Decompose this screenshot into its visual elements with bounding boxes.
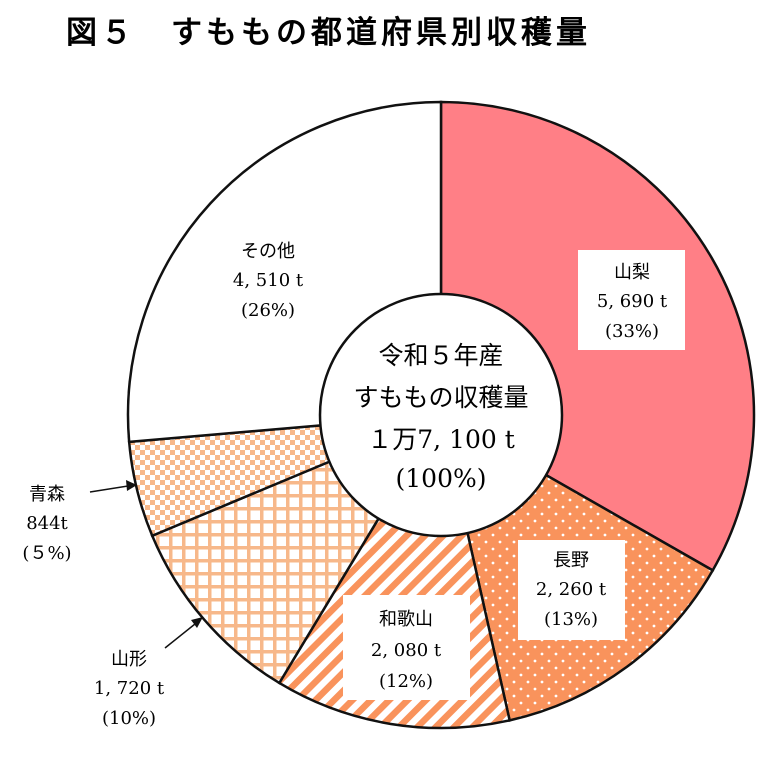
slice-name-aomori: 青森 [29,484,65,505]
slice-labels: 山梨 5, 690 t (33%) 長野 2, 260 t (13%) 和歌山 … [22,241,667,729]
slice-name-yamagata: 山形 [111,649,147,670]
leader-arrow-yamagata [164,617,203,649]
slice-value-wakayama: 2, 080 t [371,640,442,661]
slice-percent-yamagata: (10%) [102,708,156,729]
chart-title: 図５ すももの都道府県別収穫量 [66,15,591,51]
center-label-year: 令和５年産 [378,341,503,370]
leader-arrow-aomori [89,480,137,493]
slice-value-other: 4, 510 t [233,270,304,291]
label-box-wakayama [343,595,470,700]
slice-name-other: その他 [241,241,295,262]
slice-value-yamanashi: 5, 690 t [597,291,668,312]
slice-percent-wakayama: (12%) [379,671,433,692]
slice-percent-other: (26%) [241,300,295,321]
slice-value-yamagata: 1, 720 t [94,678,165,699]
center-label-title: すももの収穫量 [353,383,528,412]
label-box-yamanashi [578,250,685,350]
slice-value-nagano: 2, 260 t [536,579,607,600]
center-circle [318,292,564,538]
slice-name-nagano: 長野 [553,550,589,571]
slice-percent-yamanashi: (33%) [605,321,659,342]
slice-percent-nagano: (13%) [544,609,598,630]
center-label-total: １万7, 100 t [367,425,515,454]
center-label-percent: (100%) [396,464,487,493]
label-box-nagano [518,540,625,640]
slice-percent-aomori: (５%) [22,543,71,564]
slice-name-wakayama: 和歌山 [379,609,433,630]
slice-name-yamanashi: 山梨 [614,262,650,283]
slice-value-aomori: 844t [26,513,68,534]
